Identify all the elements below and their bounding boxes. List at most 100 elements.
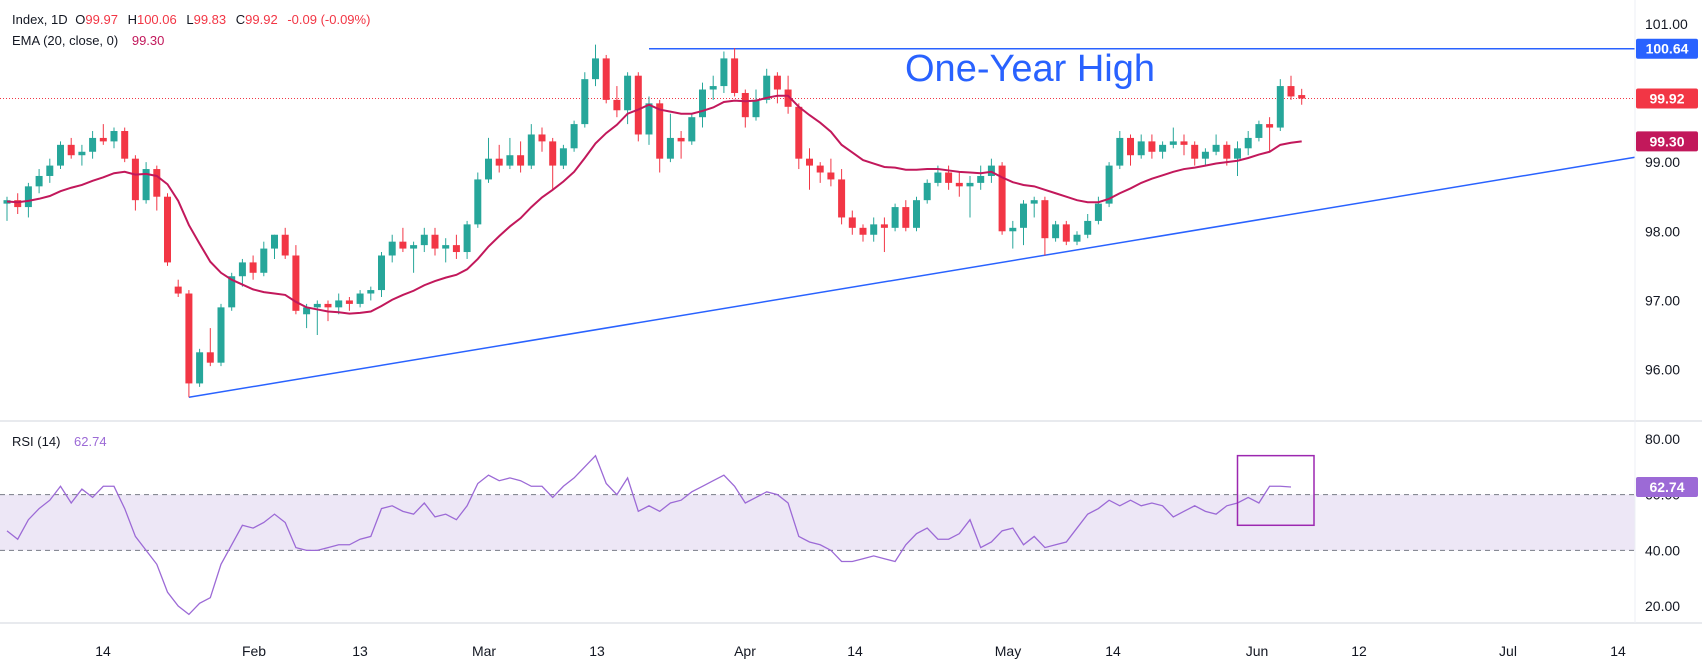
candle-body xyxy=(570,124,578,149)
candle-body xyxy=(838,179,846,218)
candle-body xyxy=(923,182,931,201)
candle-body xyxy=(816,165,824,173)
candle-body xyxy=(196,352,204,384)
candle-body xyxy=(153,169,161,197)
time-tick-label: 12 xyxy=(1351,643,1367,659)
ema-value: 99.30 xyxy=(131,33,165,48)
time-tick-label: May xyxy=(995,643,1021,659)
candle-body xyxy=(142,169,150,201)
candle-body xyxy=(1212,144,1220,152)
candle-body xyxy=(517,155,525,166)
price-tick-label: 96.00 xyxy=(1645,362,1680,378)
candle-body xyxy=(367,290,375,294)
candle-body xyxy=(1169,141,1177,145)
candle-body xyxy=(410,245,418,249)
candle-body xyxy=(795,106,803,159)
ema-tag: 99.30 xyxy=(1649,133,1684,149)
candle-body xyxy=(1116,137,1124,166)
high-label: H xyxy=(127,12,137,27)
rsi-band xyxy=(0,494,1635,551)
candle-body xyxy=(238,262,246,277)
candle-body xyxy=(292,255,300,311)
candle-body xyxy=(1137,141,1145,156)
candle-body xyxy=(1020,203,1027,228)
candle-body xyxy=(613,99,621,111)
time-tick-label: 14 xyxy=(1105,643,1121,659)
candle-body xyxy=(688,117,696,142)
rsi-line xyxy=(6,454,1292,616)
candle-body xyxy=(1009,227,1017,232)
candle-body xyxy=(506,155,514,166)
time-tick-label: Mar xyxy=(472,643,496,659)
candle-body xyxy=(474,179,482,225)
candle-body xyxy=(89,137,97,152)
candle-body xyxy=(1148,141,1156,152)
candle-body xyxy=(827,172,835,180)
time-tick-label: Feb xyxy=(242,643,266,659)
candle-body xyxy=(431,234,439,249)
candle-body xyxy=(752,99,760,118)
time-tick-label: Apr xyxy=(734,643,756,659)
low-value: 99.83 xyxy=(193,12,227,27)
candle-body xyxy=(67,144,75,156)
candle-body xyxy=(228,276,236,308)
candle-body xyxy=(645,103,653,135)
one-year-high-annotation: One-Year High xyxy=(905,48,1155,90)
candle-body xyxy=(174,286,182,294)
candle-body xyxy=(1105,165,1113,204)
last-price-tag: 99.92 xyxy=(1649,91,1684,107)
candle-body xyxy=(485,158,492,180)
symbol-label: Index, 1D xyxy=(12,12,68,27)
time-tick-label: 14 xyxy=(95,643,111,659)
candle-body xyxy=(741,92,749,118)
price-tick-label: 99.00 xyxy=(1645,154,1680,170)
ema-tag-bg xyxy=(1636,131,1698,152)
candle-body xyxy=(345,300,353,304)
candle-body xyxy=(1041,200,1049,239)
candle-body xyxy=(1255,124,1263,138)
high-value: 100.06 xyxy=(136,12,177,27)
rsi-tick-label: 20.00 xyxy=(1645,598,1680,614)
candle-body xyxy=(581,79,589,125)
candle-body xyxy=(870,224,878,235)
candle-body xyxy=(998,165,1006,232)
candle-body xyxy=(731,58,739,93)
candle-body xyxy=(527,134,535,166)
candle-body xyxy=(784,89,792,107)
candle-body xyxy=(945,172,953,183)
candle-body xyxy=(1201,151,1209,159)
candle-body xyxy=(463,224,471,253)
ema-legend[interactable]: EMA (20, close, 0) 99.30 xyxy=(12,33,164,48)
candle-body xyxy=(378,255,385,291)
change-value: -0.09 (-0.09%) xyxy=(287,12,371,27)
candle-body xyxy=(934,172,942,183)
time-tick-label: 13 xyxy=(352,643,368,659)
candle-body xyxy=(24,186,32,208)
candle-body xyxy=(131,158,139,201)
rsi-legend[interactable]: RSI (14) 62.74 xyxy=(12,434,107,449)
candle-body xyxy=(399,241,407,249)
candle-body xyxy=(99,137,107,142)
price-pane[interactable]: 101.00100.0099.0098.0097.0096.00100.6499… xyxy=(0,16,1698,398)
candle-body xyxy=(249,262,257,273)
candle-body xyxy=(1159,144,1167,152)
candle-body xyxy=(559,148,567,166)
time-tick-label: 14 xyxy=(847,643,863,659)
candle-body xyxy=(602,58,610,100)
candle-body xyxy=(1266,124,1274,128)
candle-body xyxy=(538,134,546,142)
candle-body xyxy=(1234,148,1241,159)
candle-body xyxy=(388,241,396,256)
rsi-tick-label: 80.00 xyxy=(1645,431,1680,447)
candle-body xyxy=(420,234,428,246)
ohlc-legend[interactable]: Index, 1D O99.97 H100.06 L99.83 C99.92 -… xyxy=(12,12,370,27)
candle-body xyxy=(1276,86,1284,128)
time-axis[interactable]: 14 Feb 13 Mar 13 Apr 14 May 14 Jun 12 Jul 14 xyxy=(95,643,1626,659)
candle-body xyxy=(185,293,193,384)
candle-body xyxy=(1062,224,1070,242)
candle-body xyxy=(913,200,920,228)
candle-body xyxy=(955,182,963,187)
candle-body xyxy=(549,141,557,166)
candle-body xyxy=(666,137,674,159)
